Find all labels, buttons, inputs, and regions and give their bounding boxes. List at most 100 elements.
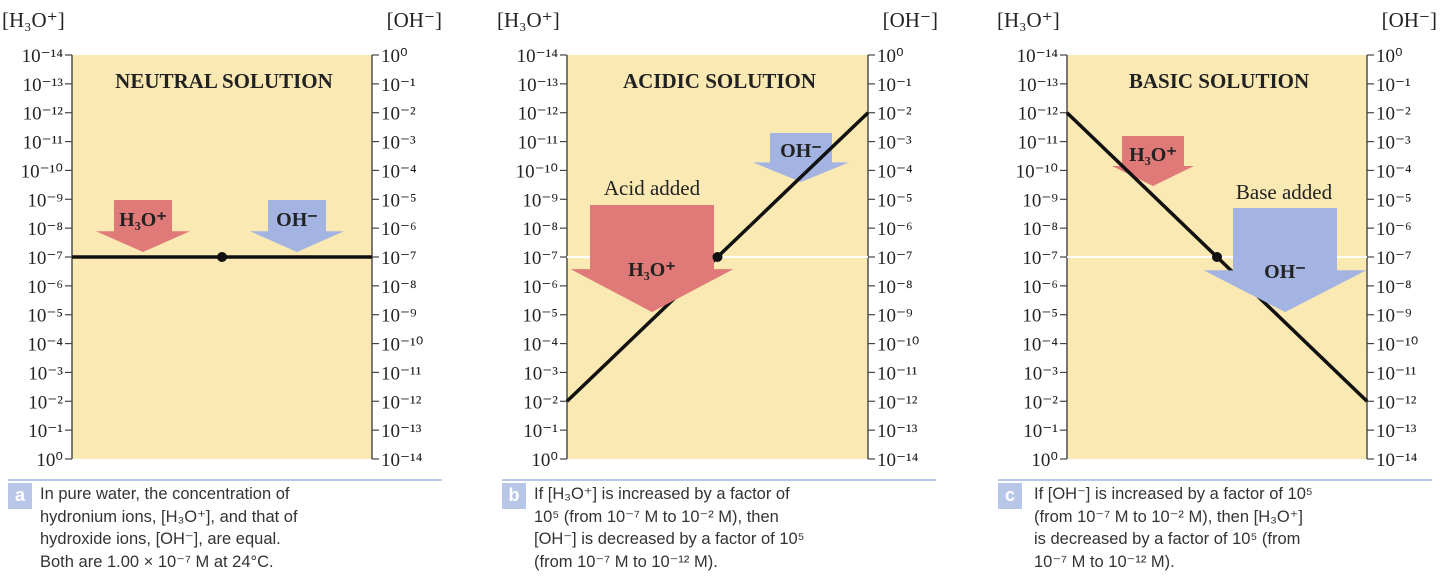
caption-b-line-4: (from 10⁻⁷ M to 10⁻¹² M). [534,552,718,571]
basic-left-tick-label: 10⁻¹¹ [1018,133,1059,154]
neutral-right-tick-label: 10⁻¹⁴ [381,450,423,471]
caption-c: If [OH⁻] is increased by a factor of 10⁵… [1034,483,1313,573]
acidic-left-tick-label: 10⁻¹² [518,104,559,125]
basic-panel-title: BASIC SOLUTION [1129,69,1309,93]
basic-left-tick-label: 10⁻⁷ [1022,248,1058,269]
neutral-left-tick-label: 10⁻⁵ [27,306,63,327]
acidic-left-tick-label: 10⁻² [523,392,558,413]
neutral-left-tick-label: 10⁻⁸ [27,219,63,240]
basic-left-tick-label: 10⁻⁶ [1022,277,1058,298]
neutral-right-tick-label: 10⁻⁷ [381,248,417,269]
caption-b-badge: b [502,483,526,509]
neutral-left-tick-label: 10⁻¹⁴ [22,46,64,67]
neutral-right-tick-label: 10⁻¹¹ [381,363,422,384]
caption-a-line-2: hydronium ions, [H₃O⁺], and that of [40,507,298,526]
acidic-oh-arrow [753,133,849,182]
neutral-right-tick-label: 10⁻¹² [381,392,422,413]
basic-right-tick-label: 10⁻⁷ [1376,248,1412,269]
basic-right-tick-label: 10⁰ [1376,46,1403,67]
caption-a: In pure water, the concentration of hydr… [40,483,298,573]
basic-left-tick-label: 10⁰ [1031,450,1058,471]
neutral-right-tick-label: 10⁻⁵ [381,190,417,211]
caption-a-rule [8,479,442,481]
basic-right-tick-label: 10⁻³ [1376,133,1411,154]
basic-oh-arrow-front [1204,208,1366,312]
neutral-left-tick-label: 10⁻⁷ [27,248,63,269]
acidic-right-tick-label: 10⁻¹³ [877,421,918,442]
neutral-right-tick-label: 10⁻⁴ [381,161,417,182]
acidic-left-tick-label: 10⁰ [531,450,558,471]
ph-diagram: 10⁻¹⁴ 10⁰ 10⁻¹³ 10⁻¹ 10⁻¹² 10⁻² 10⁻¹¹ 10⁻³ 10⁻¹⁰… [2,8,1437,471]
basic-right-tick-label: 10⁻¹¹ [1376,363,1417,384]
basic-right-tick-label: 10⁻¹⁴ [1376,450,1418,471]
neutral-left-tick-label: 10⁰ [36,450,63,471]
basic-equilibrium-point [1212,252,1222,262]
acidic-left-tick-label: 10⁻⁹ [522,190,558,211]
neutral-left-tick-label: 10⁻¹² [23,104,64,125]
basic-oh-axis-header: [OH⁻] [1382,8,1437,32]
caption-b: If [H₃O⁺] is increased by a factor of 10… [534,483,805,573]
caption-a-line-4: Both are 1.00 × 10⁻⁷ M at 24°C. [40,552,274,571]
caption-c-rule [998,479,1432,481]
acidic-left-tick-label: 10⁻¹⁰ [516,161,558,182]
acidic-right-tick-label: 10⁻⁵ [877,190,913,211]
neutral-oh-arrow [250,200,344,252]
acidic-left-tick-label: 10⁻³ [523,363,558,384]
neutral-left-tick-label: 10⁻⁶ [27,277,63,298]
neutral-h3o-arrow-label: H₃O⁺ [119,209,167,231]
basic-left-tick-label: 10⁻² [1023,392,1058,413]
acidic-right-tick-label: 10⁻¹⁰ [877,335,919,356]
basic-left-tick-label: 10⁻¹³ [1018,75,1059,96]
caption-c-line-3: is decreased by a factor of 10⁵ (from [1034,530,1301,548]
neutral-left-tick-label: 10⁻² [28,392,63,413]
neutral-left-tick-label: 10⁻⁴ [27,335,63,356]
acidic-left-tick-label: 10⁻⁴ [522,335,558,356]
caption-c-line-4: 10⁻⁷ M to 10⁻¹² M). [1034,552,1175,571]
acidic-right-tick-label: 10⁻¹¹ [877,363,918,384]
caption-a-line-3: hydroxide ions, [OH⁻], are equal. [40,530,281,548]
acidic-left-tick-label: 10⁻⁸ [522,219,558,240]
basic-right-tick-label: 10⁻¹³ [1376,421,1417,442]
neutral-oh-arrow-label: OH⁻ [276,209,318,231]
acidic-right-tick-label: 10⁻⁹ [877,306,913,327]
basic-left-tick-label: 10⁻⁵ [1022,306,1058,327]
basic-right-tick-label: 10⁻¹⁰ [1376,335,1418,356]
basic-left-tick-label: 10⁻¹² [1018,104,1059,125]
neutral-right-tick-label: 10⁻⁹ [381,306,417,327]
neutral-left-tick-label: 10⁻¹ [28,421,63,442]
acidic-right-tick-label: 10⁻¹⁴ [877,450,919,471]
acidic-right-tick-label: 10⁻⁷ [877,248,913,269]
neutral-right-tick-label: 10⁻⁶ [381,219,417,240]
basic-left-tick-label: 10⁻¹⁰ [1016,161,1058,182]
acidic-right-tick-label: 10⁻⁴ [877,161,913,182]
acidic-right-tick-label: 10⁻¹² [877,392,918,413]
basic-left-tick-label: 10⁻⁴ [1022,335,1058,356]
neutral-h3o-axis-header: [H₃O⁺] [2,8,65,32]
acidic-h3o-arrow-label-front: H₃O⁺ [628,259,676,281]
neutral-right-tick-label: 10⁻¹³ [381,421,422,442]
acidic-right-tick-label: 10⁻⁸ [877,277,913,298]
basic-oh-arrow-label-front: OH⁻ [1264,261,1306,283]
neutral-left-tick-label: 10⁻⁹ [27,190,63,211]
acidic-right-tick-label: 10⁰ [877,46,904,67]
caption-a-line-1: In pure water, the concentration of [40,485,290,503]
acidic-right-tick-label: 10⁻² [877,104,912,125]
acidic-right-tick-label: 10⁻⁶ [877,219,913,240]
caption-b-line-3: [OH⁻] is decreased by a factor of 10⁵ [534,530,805,548]
acidic-equilibrium-point [712,252,723,262]
acidic-left-tick-label: 10⁻⁶ [522,277,558,298]
caption-c-line-1: If [OH⁻] is increased by a factor of 10⁵ [1034,485,1313,503]
basic-h3o-axis-header: [H₃O⁺] [997,8,1060,32]
basic-left-tick-label: 10⁻⁸ [1022,219,1058,240]
neutral-panel-title: NEUTRAL SOLUTION [115,69,333,93]
caption-c-badge: c [998,483,1022,509]
basic-right-tick-label: 10⁻⁸ [1376,277,1412,298]
basic-right-tick-label: 10⁻⁵ [1376,190,1412,211]
basic-right-tick-label: 10⁻⁶ [1376,219,1412,240]
caption-a-badge: a [8,483,32,509]
acidic-h3o-axis-header: [H₃O⁺] [497,8,560,32]
neutral-right-tick-label: 10⁻³ [381,133,416,154]
basic-right-tick-label: 10⁻⁹ [1376,306,1412,327]
basic-right-tick-label: 10⁻⁴ [1376,161,1412,182]
acidic-left-tick-label: 10⁻⁵ [522,306,558,327]
